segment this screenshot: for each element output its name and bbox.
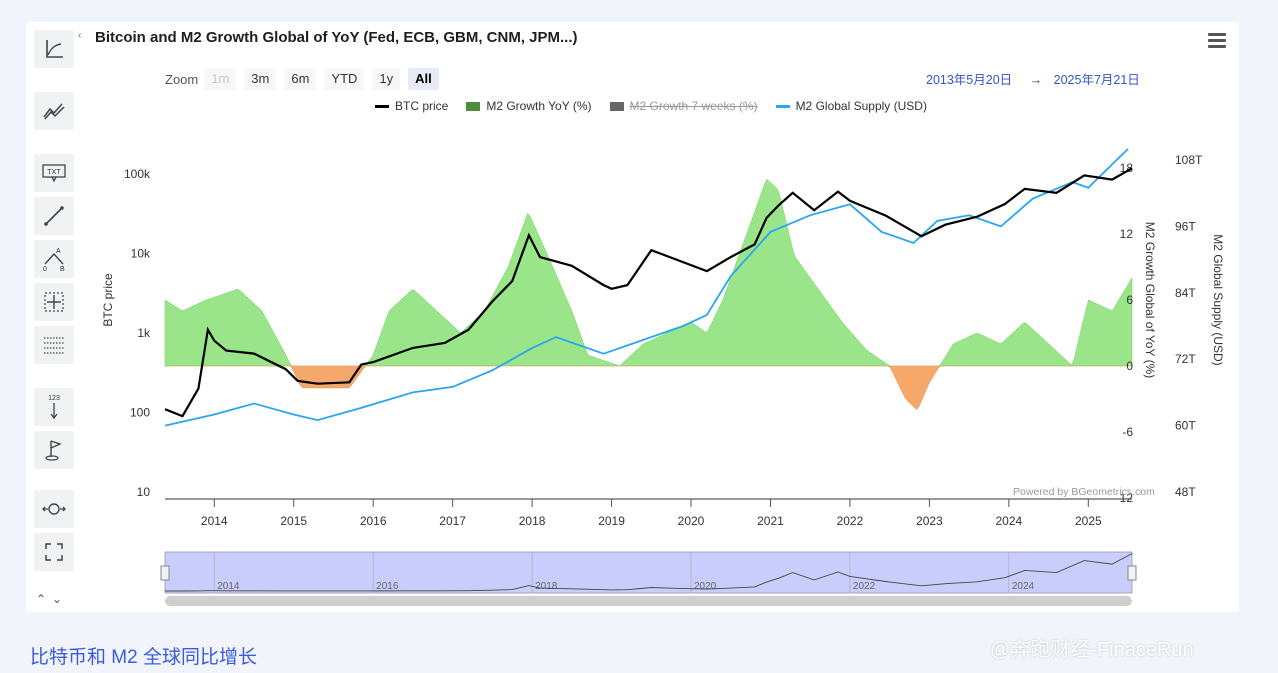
legend-area-swatch — [466, 101, 481, 111]
legend-line-swatch — [375, 104, 389, 108]
chart-menu-icon[interactable] — [1208, 33, 1226, 49]
zoom-ytd-button[interactable]: YTD — [324, 68, 365, 90]
legend-area-swatch — [609, 101, 624, 111]
legend-m2-growth-yoy[interactable]: M2 Growth YoY (%) — [466, 99, 592, 113]
legend-btc-price[interactable]: BTC price — [375, 99, 448, 113]
legend-label: M2 Growth YoY (%) — [486, 99, 592, 113]
collapse-toolbar-icon[interactable]: ‹ — [78, 30, 82, 41]
date-arrow: → — [1029, 73, 1043, 87]
fullscreen-icon[interactable] — [34, 533, 74, 571]
toolbar-scroll-arrows[interactable]: ⌃⌄ — [36, 592, 69, 606]
legend-label: M2 Growth 7 weeks (%) — [629, 99, 758, 113]
date-to-input[interactable]: 2025年7月21日 — [1053, 73, 1140, 87]
zoom-reset-icon[interactable] — [34, 490, 74, 528]
zoom-1y-button[interactable]: 1y — [372, 68, 401, 90]
crosshair-icon[interactable] — [34, 283, 74, 321]
legend-line-swatch — [775, 104, 790, 108]
zoom-selector: Zoom 1m 3m 6m YTD 1y All — [165, 68, 447, 90]
txt-label: TXT — [47, 169, 61, 176]
powered-by-credit[interactable]: Powered by BGeometrics.com — [1013, 486, 1155, 498]
text-annotation-icon[interactable]: TXT — [34, 154, 74, 192]
date-from-input[interactable]: 2013年5月20日 — [926, 73, 1013, 87]
legend-label: M2 Global Supply (USD) — [795, 99, 927, 113]
axes-icon[interactable] — [34, 30, 74, 68]
line-draw-icon[interactable] — [34, 197, 74, 235]
measure-ab-icon[interactable]: A 0 B — [34, 240, 74, 278]
a-label: A — [56, 248, 61, 255]
legend-m2-global-supply[interactable]: M2 Global Supply (USD) — [775, 99, 927, 113]
indicators-icon[interactable] — [34, 92, 74, 130]
flag-icon[interactable] — [34, 431, 74, 469]
zoom-3m-button[interactable]: 3m — [244, 68, 277, 90]
zero-label: 0 — [43, 266, 47, 272]
vertical-counter-icon[interactable]: 123 — [34, 388, 74, 426]
footer-caption: 比特币和 M2 全球同比增长 — [30, 647, 257, 668]
watermark: @奔跑财经-FinaceRun — [990, 639, 1194, 661]
legend-label: BTC price — [395, 99, 449, 113]
chart-legend: BTC price M2 Growth YoY (%) M2 Growth 7 … — [375, 99, 945, 113]
chart-title: Bitcoin and M2 Growth Global of YoY (Fed… — [95, 29, 578, 46]
horizontal-lines-icon[interactable] — [34, 326, 74, 364]
zoom-6m-button[interactable]: 6m — [284, 68, 317, 90]
date-range: 2013年5月20日 → 2025年7月21日 — [926, 69, 1146, 88]
zoom-label: Zoom — [165, 71, 199, 87]
counter-label: 123 — [48, 395, 60, 402]
legend-m2-growth-7weeks[interactable]: M2 Growth 7 weeks (%) — [609, 99, 758, 113]
b-label: B — [60, 266, 65, 272]
zoom-1m-button[interactable]: 1m — [204, 68, 237, 90]
zoom-all-button[interactable]: All — [408, 68, 439, 90]
